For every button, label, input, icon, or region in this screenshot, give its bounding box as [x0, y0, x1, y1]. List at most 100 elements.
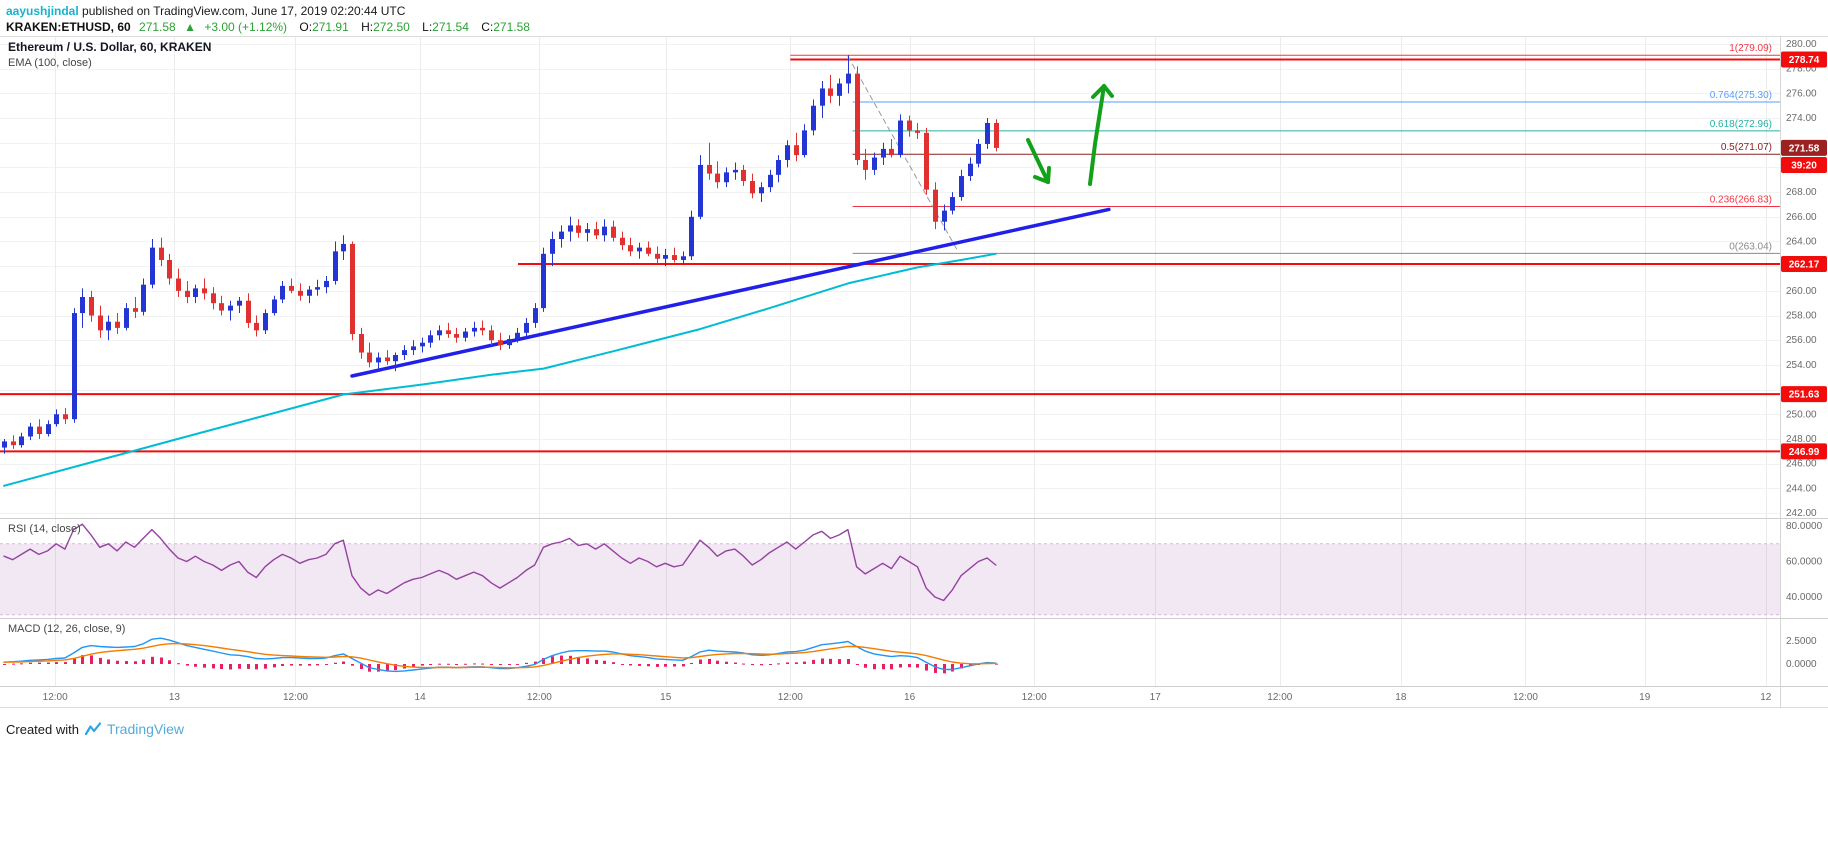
- macd-histogram-bar: [107, 659, 110, 664]
- macd-histogram-bar: [55, 662, 58, 664]
- symbol-info-line: KRAKEN:ETHUSD, 60 271.58 ▲ +3.00 (+1.12%…: [6, 19, 1828, 36]
- time-tick-label: 14: [415, 692, 427, 703]
- candle-body: [307, 289, 312, 296]
- candle-body: [811, 105, 816, 131]
- macd-histogram-bar: [220, 664, 223, 669]
- candle-body: [976, 143, 981, 164]
- last-price: 271.58: [139, 20, 176, 34]
- time-tick-label: 12: [1760, 692, 1772, 703]
- macd-histogram-bar: [821, 658, 824, 664]
- candle-body: [524, 322, 529, 333]
- candle-body: [54, 414, 59, 425]
- candle-body: [550, 239, 555, 254]
- price-tick-label: 278.00: [1786, 64, 1817, 75]
- candle-body: [219, 303, 224, 311]
- candle-body: [246, 300, 251, 323]
- candle-body: [202, 288, 207, 294]
- candle-body: [298, 290, 303, 296]
- price-badge: [1781, 256, 1827, 273]
- macd-histogram-bar: [656, 664, 659, 667]
- macd-histogram-bar: [447, 663, 450, 665]
- macd-histogram-bar: [290, 664, 293, 666]
- price-tick-label: 276.00: [1786, 88, 1817, 99]
- candle-body: [820, 88, 825, 106]
- time-tick-label: 15: [660, 692, 672, 703]
- macd-histogram-bar: [490, 664, 493, 665]
- candle-body: [393, 355, 398, 362]
- candle-body: [994, 122, 999, 148]
- macd-histogram-bar: [351, 664, 354, 666]
- candle-body: [855, 73, 860, 161]
- candle-body: [367, 352, 372, 363]
- macd-histogram-bar: [64, 662, 67, 664]
- macd-histogram-bar: [595, 659, 598, 664]
- candle-body: [159, 247, 164, 260]
- created-with-text: Created with: [6, 721, 79, 737]
- candle-body: [837, 83, 842, 96]
- macd-histogram-bar: [160, 657, 163, 664]
- macd-histogram-bar: [394, 664, 397, 671]
- candle-body: [263, 313, 268, 331]
- macd-histogram-bar: [177, 663, 180, 665]
- drawn-arrow: [1046, 166, 1051, 184]
- candle-body: [350, 243, 355, 335]
- tradingview-brand-link[interactable]: TradingView: [106, 721, 185, 737]
- candle-body: [472, 327, 477, 332]
- candle-body: [628, 245, 633, 252]
- author-link[interactable]: aayushjindal: [6, 4, 79, 18]
- price-tick-label: 256.00: [1786, 335, 1817, 346]
- macd-histogram-bar: [29, 662, 32, 664]
- macd-histogram-bar: [673, 664, 676, 667]
- candle-body: [402, 350, 407, 356]
- drawn-arrow: [1088, 84, 1106, 186]
- candle-body: [915, 130, 920, 133]
- fib-label: 0.5(271.07): [1721, 142, 1772, 153]
- drawn-arrow: [1033, 175, 1050, 184]
- candle-body: [985, 122, 990, 144]
- candle-body: [672, 255, 677, 260]
- macd-histogram-bar: [186, 664, 189, 666]
- low-number: 271.54: [432, 20, 469, 34]
- candle-body: [907, 120, 912, 131]
- price-tick-label: 258.00: [1786, 311, 1817, 322]
- macd-histogram-bar: [377, 664, 380, 672]
- candle-body: [950, 197, 955, 211]
- candle-body: [376, 357, 381, 363]
- macd-histogram-bar: [777, 663, 780, 665]
- candle-body: [741, 169, 746, 181]
- low-value: L:271.54: [422, 20, 469, 34]
- macd-histogram-bar: [194, 664, 197, 667]
- candle-body: [315, 287, 320, 290]
- macd-histogram-bar: [908, 664, 911, 668]
- macd-histogram-bar: [90, 655, 93, 664]
- candle-body: [881, 148, 886, 158]
- rsi-line: [3, 523, 997, 602]
- macd-histogram-bar: [212, 664, 215, 669]
- candle-body: [715, 173, 720, 183]
- price-tick-label: 246.00: [1786, 459, 1817, 470]
- macd-histogram-bar: [142, 659, 145, 664]
- time-tick-label: 16: [904, 692, 916, 703]
- time-tick-label: 19: [1639, 692, 1651, 703]
- macd-histogram-bar: [899, 664, 902, 668]
- macd-histogram-bar: [516, 663, 519, 665]
- candle-body: [411, 346, 416, 351]
- trend-line: [350, 207, 1111, 378]
- price-tick-label: 248.00: [1786, 434, 1817, 445]
- macd-histogram-bar: [508, 664, 511, 665]
- candle-body: [689, 216, 694, 257]
- candle-body: [776, 160, 781, 175]
- candle-body: [176, 278, 181, 291]
- macd-histogram-bar: [273, 664, 276, 668]
- macd-histogram-bar: [229, 664, 232, 670]
- macd-histogram-bar: [612, 662, 615, 664]
- macd-histogram-bar: [308, 664, 311, 666]
- candle-body: [602, 226, 607, 236]
- candle-body: [254, 322, 259, 331]
- candle-body: [872, 157, 877, 170]
- rsi-tick-label: 80.0000: [1786, 521, 1823, 532]
- macd-histogram-bar: [925, 664, 928, 671]
- fib-label: 1(279.09): [1729, 43, 1772, 54]
- chart-canvas[interactable]: 1(279.09) 0.764(275.30) 0.618(272.96) 0.5(2…: [0, 36, 1828, 708]
- macd-histogram-bar: [690, 662, 693, 664]
